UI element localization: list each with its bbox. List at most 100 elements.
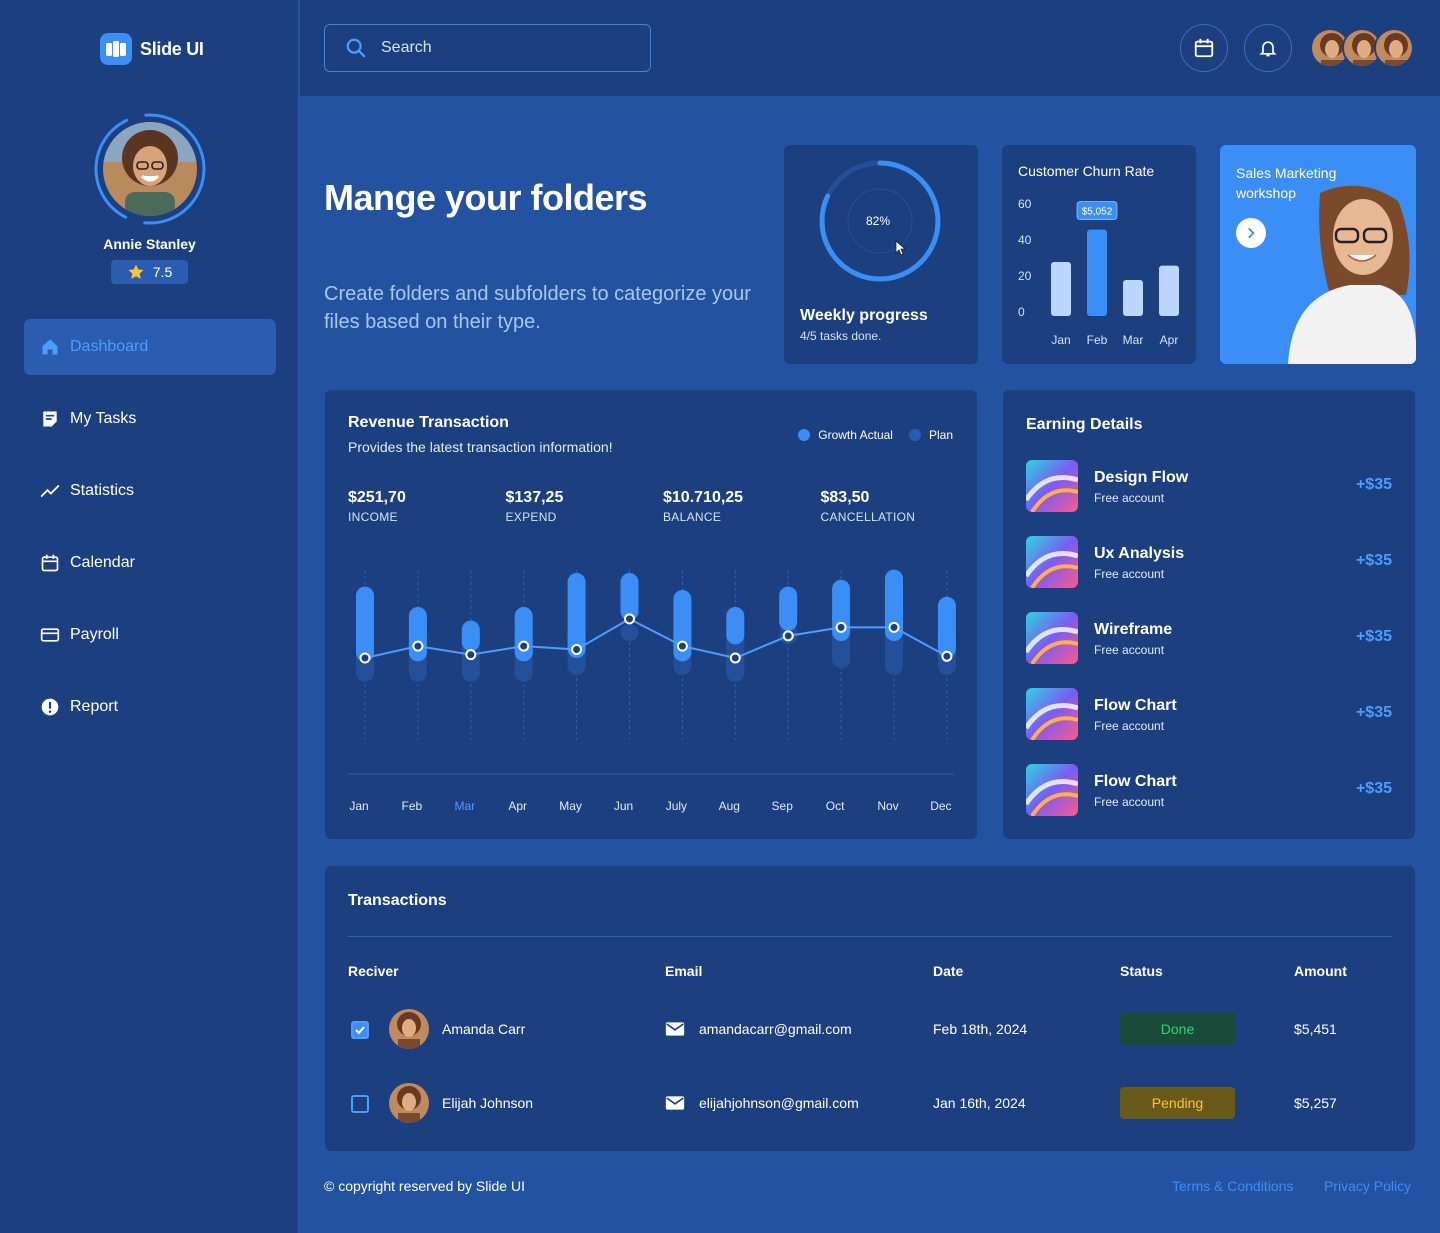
receiver-email[interactable]: amandacarr@gmail.com <box>699 1021 852 1037</box>
list-item[interactable]: Wireframe Free account +$35 <box>1026 612 1392 664</box>
churn-bar[interactable] <box>1123 280 1143 316</box>
privacy-link[interactable]: Privacy Policy <box>1324 1178 1412 1194</box>
line-point[interactable] <box>941 650 953 662</box>
churn-tooltip <box>1076 201 1118 220</box>
sales-title: Sales Marketing workshop <box>1236 165 1337 201</box>
line-point[interactable] <box>465 649 477 661</box>
churn-bar[interactable] <box>1159 265 1179 316</box>
actual-bar[interactable] <box>885 569 903 641</box>
nav-item-calendar[interactable]: Calendar <box>24 535 276 591</box>
nav-item-dashboard[interactable]: Dashboard <box>24 319 276 375</box>
nav-item-report[interactable]: Report <box>24 679 276 735</box>
line-point[interactable] <box>571 644 583 655</box>
transactions-card: Transactions Reciver Email Date Status A… <box>325 866 1415 1151</box>
nav-label: Report <box>70 698 119 715</box>
actual-bar[interactable] <box>937 596 956 658</box>
line-point[interactable] <box>888 621 900 633</box>
earning-title: Earning Details <box>1026 416 1143 433</box>
earning-subtitle: Free account <box>1094 491 1165 505</box>
col-email[interactable]: Email <box>665 963 703 979</box>
nav-label: Statistics <box>70 482 135 499</box>
row-checkbox[interactable] <box>351 1095 369 1113</box>
nav-label: My Tasks <box>70 410 137 427</box>
brand-name: Slide UI <box>140 38 204 59</box>
actual-bar[interactable] <box>726 607 745 645</box>
churn-rate-card[interactable]: Customer Churn Rate 60 40 20 0 Jan Feb Mar Apr $… <box>1002 145 1196 364</box>
notifications-button[interactable] <box>1244 24 1292 72</box>
line-point[interactable] <box>359 652 371 664</box>
thumbnail <box>1026 688 1078 740</box>
brand[interactable]: Slide UI <box>100 33 204 65</box>
profile-avatar[interactable] <box>102 122 197 216</box>
sales-open-button[interactable] <box>1236 218 1266 248</box>
alert-icon <box>41 698 59 716</box>
line-point[interactable] <box>518 640 530 652</box>
line-point[interactable] <box>729 652 741 664</box>
actual-bar[interactable] <box>779 586 798 631</box>
list-item[interactable]: Flow Chart Free account +$35 <box>1026 764 1392 816</box>
churn-bar[interactable] <box>1051 262 1071 316</box>
copyright: © copyright reserved by Slide UI <box>324 1178 525 1194</box>
line-point[interactable] <box>676 640 688 652</box>
earning-details-card: Earning Details Design Flow Free account +… <box>1003 390 1415 839</box>
actual-bar[interactable] <box>514 607 533 662</box>
thumbnail <box>1026 764 1078 816</box>
nav-label: Calendar <box>70 554 135 571</box>
churn-y-tick: 40 <box>1018 233 1032 247</box>
thumbnail <box>1026 460 1078 512</box>
actual-bar[interactable] <box>567 573 586 658</box>
revenue-legend: Growth Actual Plan <box>798 428 953 442</box>
search-icon <box>346 38 366 58</box>
list-item[interactable]: Ux Analysis Free account +$35 <box>1026 536 1392 588</box>
thumbnail <box>1026 536 1078 588</box>
weekly-progress-subtitle: 4/5 tasks done. <box>800 329 882 343</box>
calendar-button[interactable] <box>1180 24 1228 72</box>
legend-plan[interactable]: Plan <box>908 428 953 442</box>
search-input[interactable] <box>381 39 621 57</box>
line-point[interactable] <box>412 640 424 652</box>
row-checkbox[interactable] <box>351 1021 369 1039</box>
nav-item-my-tasks[interactable]: My Tasks <box>24 391 276 447</box>
churn-x-tick: Mar <box>1123 333 1144 347</box>
receiver-email[interactable]: elijahjohnson@gmail.com <box>699 1095 859 1111</box>
col-status[interactable]: Status <box>1120 963 1163 979</box>
actual-bar[interactable] <box>408 607 427 662</box>
plan-bar[interactable] <box>620 624 639 641</box>
actual-bar[interactable] <box>461 620 480 652</box>
line-point[interactable] <box>782 630 794 642</box>
card-icon <box>40 628 60 642</box>
col-receiver[interactable]: Reciver <box>348 963 399 979</box>
avatar[interactable] <box>1342 28 1382 68</box>
search-box[interactable] <box>324 24 651 72</box>
cursor-icon <box>895 240 907 256</box>
nav-item-payroll[interactable]: Payroll <box>24 607 276 663</box>
list-item[interactable]: Flow Chart Free account +$35 <box>1026 688 1392 740</box>
statistics-icon <box>40 485 60 497</box>
col-amount[interactable]: Amount <box>1294 963 1347 979</box>
team-avatars[interactable] <box>1310 28 1414 68</box>
x-tick-label: Jan <box>349 799 368 813</box>
terms-link[interactable]: Terms & Conditions <box>1172 1178 1294 1194</box>
earning-subtitle: Free account <box>1094 567 1165 581</box>
earning-name: Flow Chart <box>1094 697 1177 714</box>
actual-bar[interactable] <box>356 586 374 662</box>
profile: Annie Stanley 7.5 <box>0 112 299 286</box>
avatar[interactable] <box>1374 28 1414 68</box>
growth-line <box>364 617 948 660</box>
avatar-ring <box>93 112 207 226</box>
chevron-right-icon <box>1248 228 1255 238</box>
stat-expend: $137,25 EXPEND <box>505 489 564 524</box>
churn-bar[interactable] <box>1087 229 1107 316</box>
earning-amount: +$35 <box>1355 780 1392 797</box>
list-item[interactable]: Design Flow Free account +$35 <box>1026 460 1392 512</box>
line-point[interactable] <box>624 613 635 625</box>
col-date[interactable]: Date <box>933 963 964 979</box>
nav-item-statistics[interactable]: Statistics <box>24 463 276 519</box>
receiver-name: Elijah Johnson <box>442 1095 534 1111</box>
line-point[interactable] <box>835 621 847 633</box>
sales-workshop-card[interactable]: Sales Marketing workshop <box>1220 145 1416 364</box>
earning-amount: +$35 <box>1355 476 1392 493</box>
weekly-progress-card[interactable]: 82% Weekly progress 4/5 tasks done. <box>784 145 978 364</box>
legend-growth-actual[interactable]: Growth Actual <box>798 428 893 442</box>
actual-bar[interactable] <box>620 573 639 621</box>
